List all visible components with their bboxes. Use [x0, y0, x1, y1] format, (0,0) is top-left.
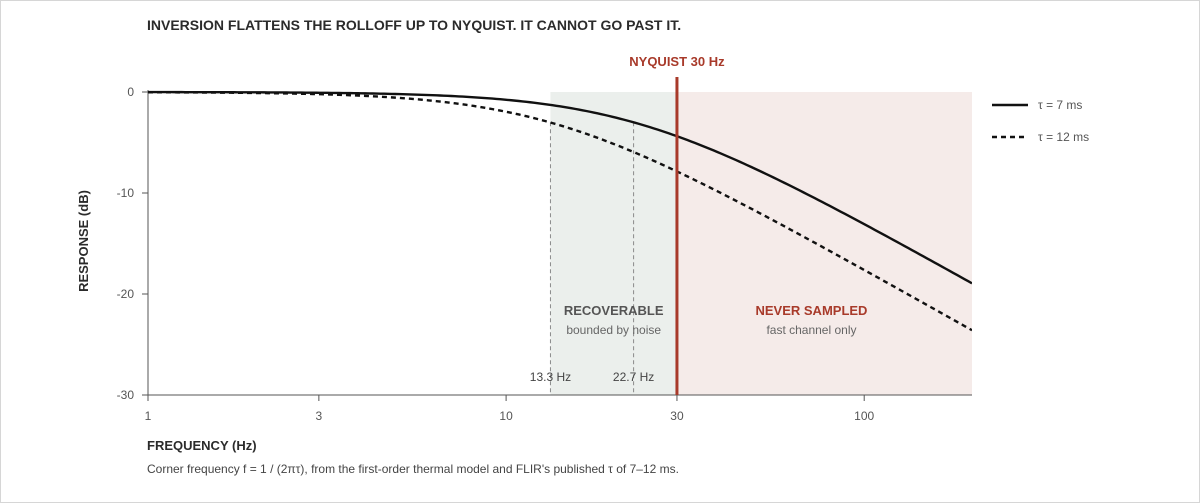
region-title-1: NEVER SAMPLED — [755, 303, 867, 318]
series-layer — [148, 90, 972, 332]
x-tick-label-4: 100 — [854, 409, 874, 423]
chart-caption: Corner frequency f = 1 / (2πτ), from the… — [147, 462, 679, 476]
axes-layer: 0 -10 -20 -30 1 3 10 30 100 — [117, 85, 972, 423]
x-tick-label-1: 3 — [316, 409, 323, 423]
x-tick-label-0: 1 — [145, 409, 152, 423]
y-tick-label-0: 0 — [127, 85, 134, 99]
region-labels-layer: RECOVERABLE bounded by noise NEVER SAMPLED… — [564, 303, 868, 337]
region-sublabel-0: bounded by noise — [566, 323, 661, 337]
x-tick-label-3: 30 — [670, 409, 684, 423]
corner-marker-label-1: 22.7 Hz — [613, 370, 654, 384]
y-axis-title: RESPONSE (dB) — [76, 190, 91, 292]
y-tick-label-3: -30 — [117, 388, 135, 402]
series-line-1 — [148, 91, 972, 332]
legend-label-0: τ = 7 ms — [1038, 98, 1082, 112]
region-sublabel-1: fast channel only — [766, 323, 856, 337]
legend-label-1: τ = 12 ms — [1038, 130, 1089, 144]
nyquist-layer: NYQUIST 30 Hz — [629, 54, 725, 395]
y-tick-label-2: -20 — [117, 287, 135, 301]
x-axis-title: FREQUENCY (Hz) — [147, 438, 257, 453]
chart-title: INVERSION FLATTENS THE ROLLOFF UP TO NYQ… — [147, 17, 681, 33]
corner-markers-layer: 13.3 Hz 22.7 Hz — [530, 122, 654, 395]
region-band-0 — [550, 92, 677, 395]
region-band-1 — [676, 92, 972, 395]
region-title-0: RECOVERABLE — [564, 303, 664, 318]
legend: τ = 7 ms τ = 12 ms — [992, 98, 1089, 144]
nyquist-label: NYQUIST 30 Hz — [629, 54, 725, 69]
x-tick-label-2: 10 — [499, 409, 513, 423]
corner-marker-label-0: 13.3 Hz — [530, 370, 571, 384]
y-tick-label-1: -10 — [117, 186, 135, 200]
regions-layer — [550, 92, 972, 395]
